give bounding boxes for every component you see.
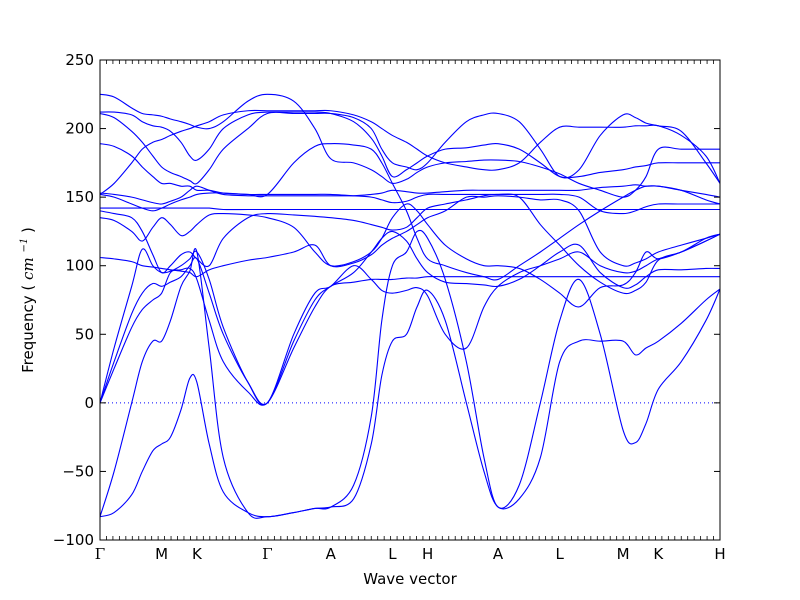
y-tick-label: 0	[84, 394, 94, 412]
band-line-9	[100, 207, 720, 211]
x-tick-label: L	[556, 545, 565, 563]
band-line-10	[99, 192, 720, 215]
y-tick-label: 100	[65, 257, 94, 275]
band-line-13	[99, 111, 721, 185]
x-tick-label: Γ	[262, 545, 272, 563]
y-tick-label: 200	[65, 120, 94, 138]
band-line-11	[99, 184, 721, 205]
band-line-5	[99, 233, 721, 406]
plot-area	[99, 59, 721, 541]
x-tick-label: M	[617, 545, 630, 563]
x-tick-label: K	[192, 545, 203, 563]
y-tick-label: −50	[62, 462, 94, 480]
x-tick-label: A	[493, 545, 504, 563]
y-axis-title-main: Frequency	[19, 295, 37, 373]
band-line-2	[99, 229, 721, 519]
series-lines	[99, 93, 721, 519]
x-tick-label: H	[422, 545, 433, 563]
band-line-1	[99, 288, 721, 518]
band-line-4	[99, 230, 721, 405]
y-tick-label: −100	[53, 531, 94, 549]
y-axis-title-paren-close: )	[19, 227, 37, 233]
y-tick-label: 150	[65, 188, 94, 206]
y-tick-label: 50	[75, 325, 94, 343]
band-line-16	[99, 109, 721, 195]
x-tick-label: H	[714, 545, 725, 563]
band-line-7	[99, 203, 721, 308]
band-line-8	[99, 193, 721, 295]
y-axis-title-unit-exp: −1	[19, 238, 30, 253]
y-axis-title: Frequency ( cm −1 )	[13, 227, 37, 373]
y-axis: −100 −50 0 50 100 150 200 250	[53, 51, 720, 549]
y-axis-title-unit: cm	[19, 257, 37, 280]
x-axis-title: Wave vector	[363, 570, 457, 588]
x-tick-label: A	[326, 545, 337, 563]
y-axis-title-paren-open: (	[19, 285, 37, 291]
plot-frame	[99, 59, 721, 541]
band-line-14	[99, 111, 720, 179]
x-tick-label: M	[155, 545, 168, 563]
band-line-6	[99, 195, 721, 278]
x-tick-label: L	[388, 545, 397, 563]
band-line-15	[99, 93, 720, 198]
x-tick-label: K	[653, 545, 664, 563]
y-tick-label: 250	[65, 51, 94, 69]
band-line-12	[99, 143, 721, 281]
x-tick-label: Γ	[95, 545, 105, 563]
